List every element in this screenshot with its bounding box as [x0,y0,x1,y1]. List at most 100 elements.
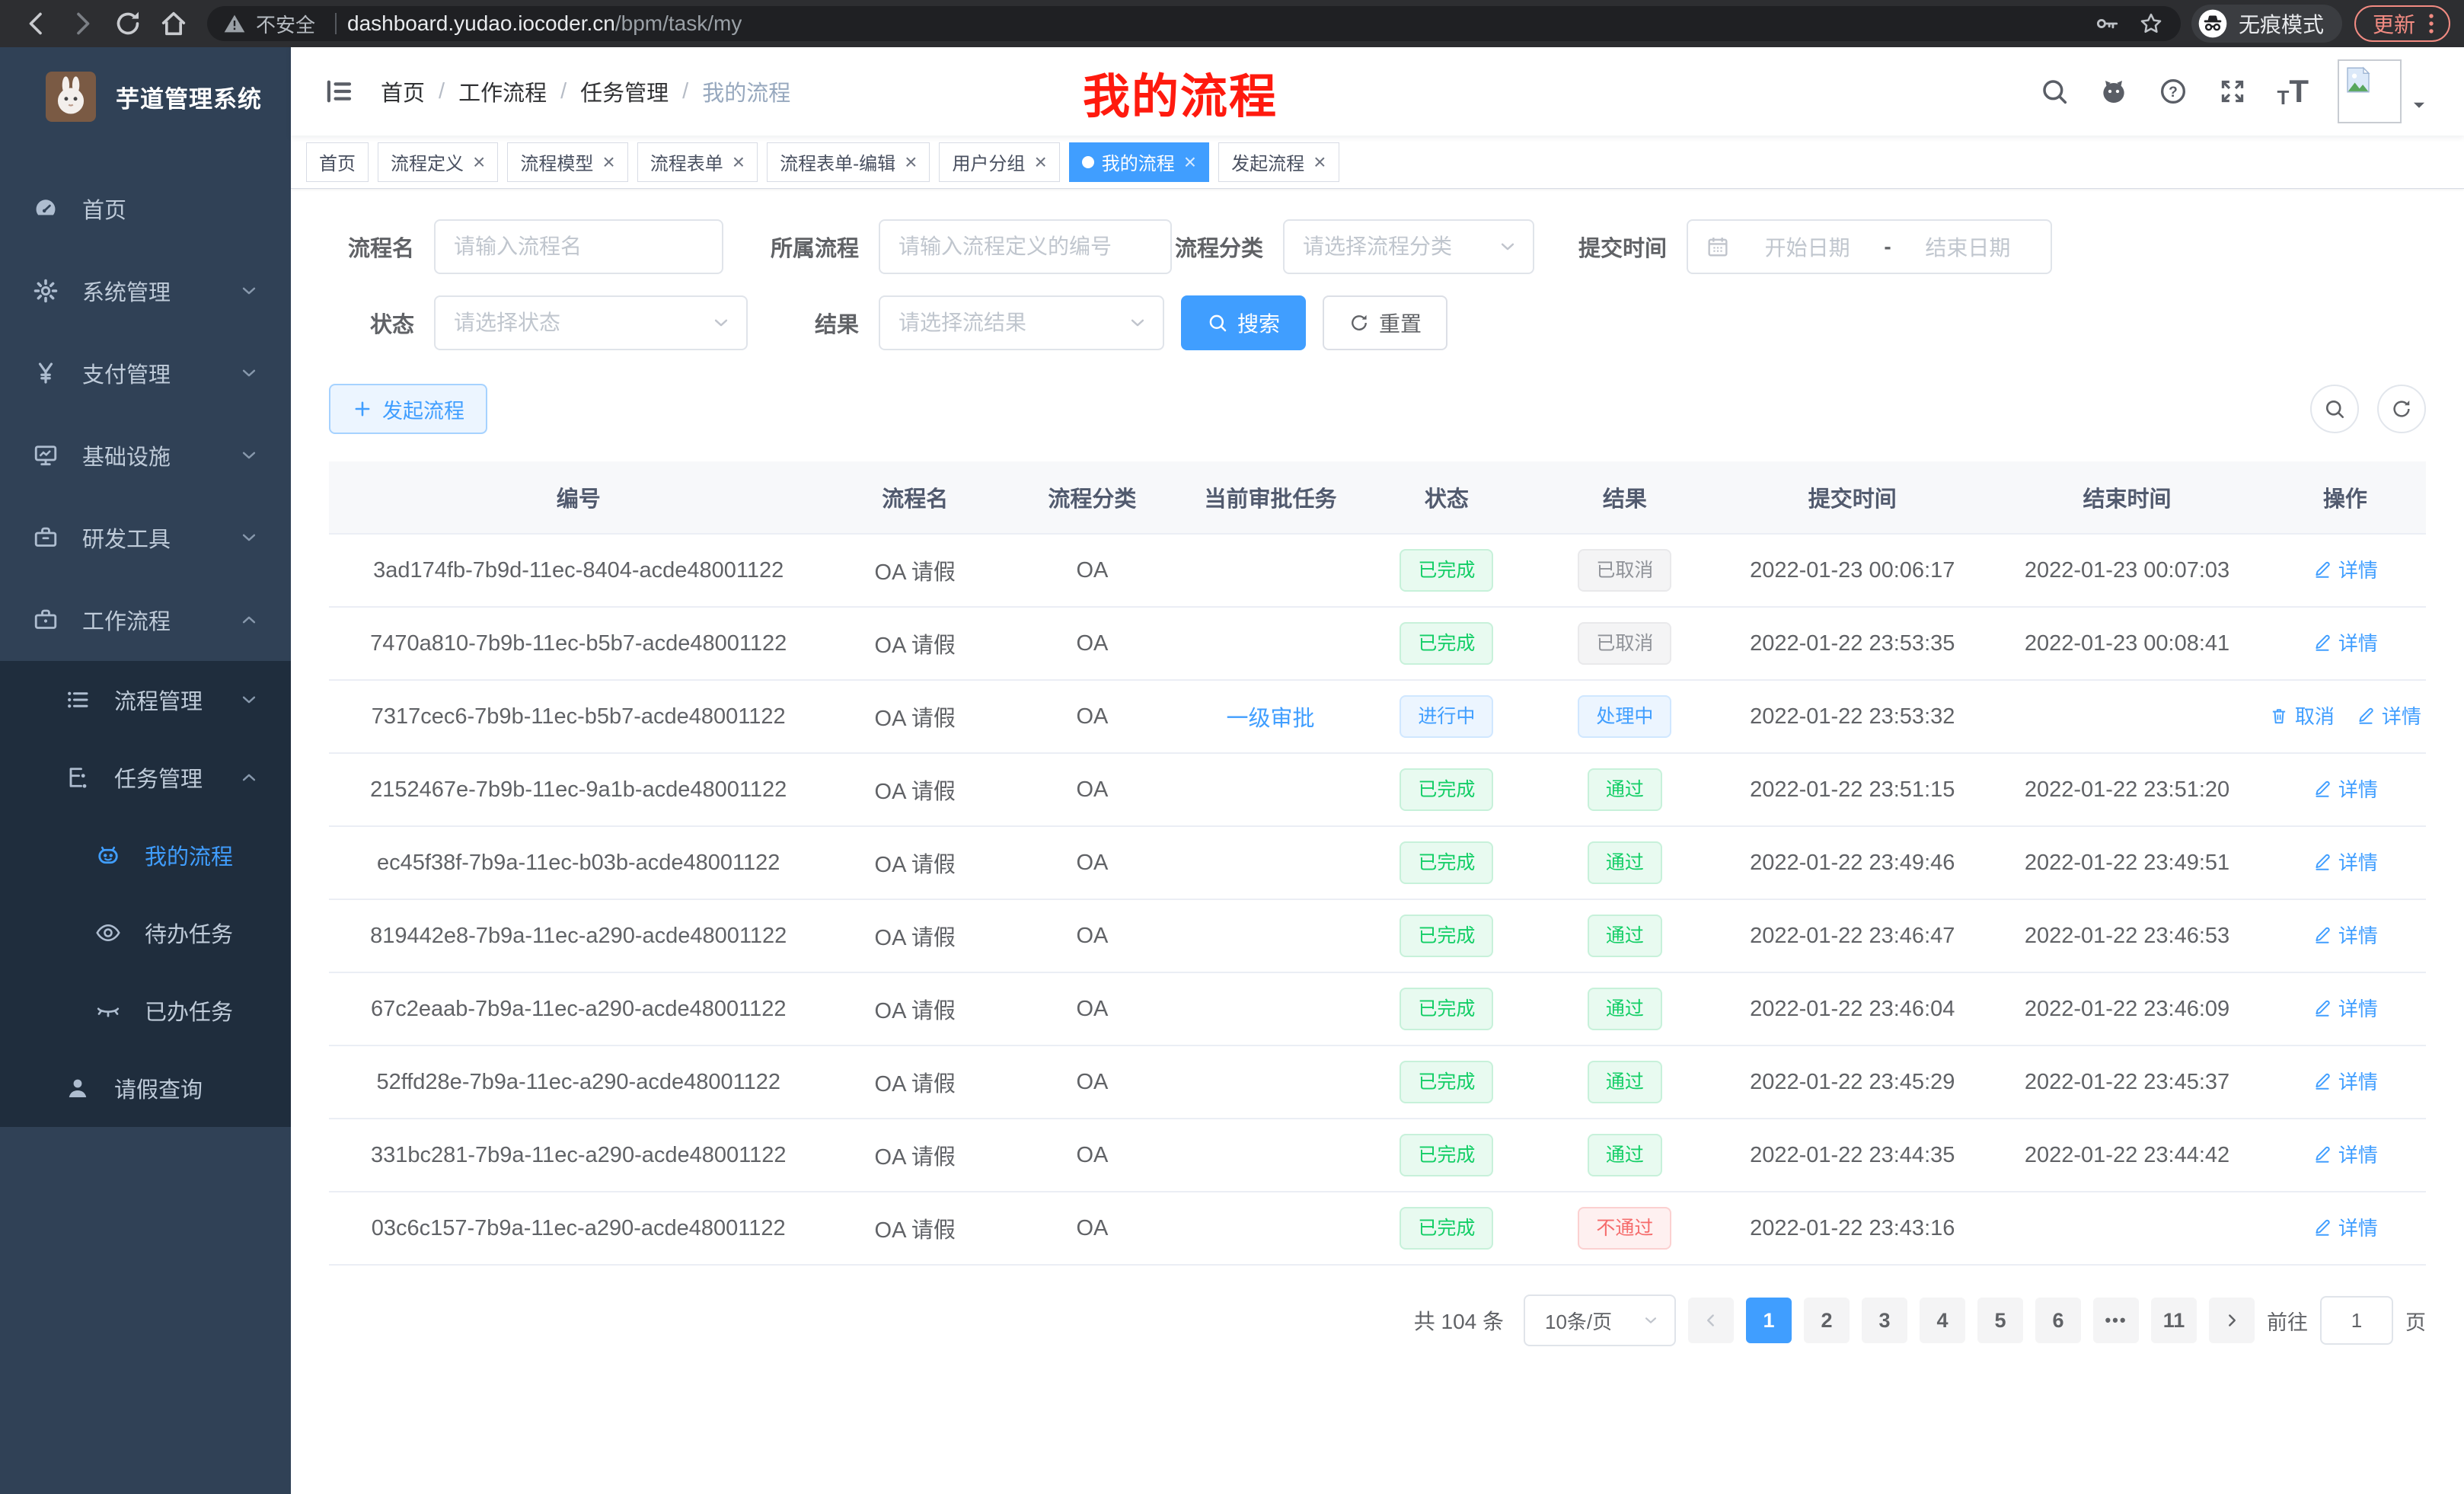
goto-label: 前往 [2267,1310,2308,1334]
menu-dots-icon[interactable] [2418,11,2444,37]
search-icon[interactable] [2039,76,2070,107]
page-button-3[interactable]: 3 [1862,1298,1907,1343]
result-cell: 不通过 [1535,1207,1716,1250]
show-search-button[interactable] [2310,385,2359,433]
tab-我的流程[interactable]: 我的流程 × [1068,142,1210,182]
caret-down-icon[interactable] [2409,95,2429,115]
tab-close-icon[interactable]: × [1313,149,1326,174]
detail-link[interactable]: 详情 [2312,848,2378,876]
detail-link[interactable]: 详情 [2312,1213,2378,1241]
result-select-field[interactable] [880,311,1126,335]
page-button-5[interactable]: 5 [1977,1298,2023,1343]
sidebar-item-我的流程[interactable]: 我的流程 [0,816,291,894]
process-def-input[interactable] [879,219,1172,274]
tab-用户分组[interactable]: 用户分组 × [939,142,1060,182]
sidebar-item-流程管理[interactable]: 流程管理 [0,661,291,739]
breadcrumb-item[interactable]: 任务管理 [580,81,669,106]
url-bar[interactable]: 不安全 dashboard.yudao.iocoder.cn/bpm/task/… [207,6,2181,41]
total-count: 共 104 条 [1413,1310,1504,1333]
detail-link[interactable]: 详情 [2312,1140,2378,1168]
create-process-button[interactable]: 发起流程 [329,384,487,434]
search-button[interactable]: 搜索 [1181,295,1307,350]
fullscreen-icon[interactable] [2217,76,2248,107]
back-icon[interactable] [21,8,52,39]
current-task-cell[interactable]: 一级审批 [1226,707,1315,731]
detail-link[interactable]: 详情 [2312,555,2378,583]
detail-link[interactable]: 详情 [2312,1067,2378,1095]
sidebar-item-系统管理[interactable]: 系统管理 [0,250,291,332]
process-name-input[interactable] [434,219,723,274]
status-select[interactable] [434,295,748,350]
process-name-cell: OA 请假 [874,853,956,877]
key-icon[interactable] [2094,11,2120,37]
detail-link[interactable]: 详情 [2312,774,2378,803]
more-pages-button[interactable]: ••• [2093,1298,2139,1343]
sidebar-item-首页[interactable]: 首页 [0,168,291,250]
tab-close-icon[interactable]: × [602,149,615,174]
submit-time-range-picker[interactable]: 开始日期 - 结束日期 [1687,219,2052,274]
github-icon[interactable] [2099,76,2129,107]
avatar[interactable] [2338,59,2402,123]
process-name-input-field[interactable] [436,235,722,259]
help-icon[interactable]: ? [2158,76,2188,107]
sidebar-item-待办任务[interactable]: 待办任务 [0,894,291,972]
detail-link[interactable]: 详情 [2312,994,2378,1022]
breadcrumb-item[interactable]: 首页 [381,81,426,106]
update-button[interactable]: 更新 [2354,5,2450,42]
sidebar-item-基础设施[interactable]: 基础设施 [0,414,291,496]
sidebar-item-支付管理[interactable]: 支付管理 [0,332,291,414]
sidebar-item-已办任务[interactable]: 已办任务 [0,972,291,1049]
next-page-button[interactable] [2209,1298,2255,1343]
sidebar-item-研发工具[interactable]: 研发工具 [0,496,291,579]
page-size-select[interactable]: 10条/页 [1524,1294,1676,1346]
tab-流程定义[interactable]: 流程定义 × [378,142,499,182]
category-select-field[interactable] [1285,235,1496,259]
status-select-field[interactable] [436,311,710,335]
result-badge: 通过 [1587,915,1662,957]
reload-icon[interactable] [113,8,143,39]
actions-cell: 详情 [2265,774,2426,805]
tab-close-icon[interactable]: × [1034,149,1047,174]
goto-page-input[interactable] [2320,1296,2393,1345]
category-cell: OA [1076,923,1109,948]
refresh-table-button[interactable] [2377,385,2426,433]
sidebar-item-任务管理[interactable]: 任务管理 [0,739,291,816]
cancel-link[interactable]: 取消 [2269,701,2335,729]
sidebar-item-工作流程[interactable]: 工作流程 [0,579,291,661]
tab-close-icon[interactable]: × [1183,149,1197,174]
detail-link[interactable]: 详情 [2312,921,2378,949]
edit-icon [2312,779,2332,799]
result-select[interactable] [879,295,1164,350]
category-select[interactable] [1283,219,1534,274]
page-button-6[interactable]: 6 [2035,1298,2081,1343]
hamburger-icon[interactable] [323,75,355,107]
tab-发起流程[interactable]: 发起流程 × [1218,142,1339,182]
star-icon[interactable] [2138,11,2164,37]
tab-label: 我的流程 [1101,154,1175,174]
reset-button[interactable]: 重置 [1323,295,1448,350]
tab-close-icon[interactable]: × [473,149,486,174]
tab-close-icon[interactable]: × [732,149,745,174]
page-button-1[interactable]: 1 [1746,1298,1792,1343]
prev-page-button[interactable] [1688,1298,1734,1343]
user-avatar[interactable] [2338,59,2429,123]
forward-icon[interactable] [67,8,97,39]
tab-首页[interactable]: 首页 [306,142,369,182]
tab-流程模型[interactable]: 流程模型 × [507,142,628,182]
tab-close-icon[interactable]: × [905,149,918,174]
tab-流程表单[interactable]: 流程表单 × [637,142,758,182]
page-button-11[interactable]: 11 [2151,1298,2197,1343]
process-def-input-field[interactable] [880,235,1170,259]
sidebar-item-请假查询[interactable]: 请假查询 [0,1049,291,1127]
tab-流程表单-编辑[interactable]: 流程表单-编辑 × [767,142,930,182]
page-button-2[interactable]: 2 [1804,1298,1850,1343]
chevron-down-icon [238,688,260,711]
home-icon[interactable] [158,8,189,39]
page-button-4[interactable]: 4 [1920,1298,1965,1343]
detail-link[interactable]: 详情 [2356,701,2421,729]
detail-link[interactable]: 详情 [2312,628,2378,656]
app-logo[interactable]: 芋道管理系统 [0,47,291,146]
breadcrumb-item[interactable]: 工作流程 [458,81,547,106]
infra-icon [32,442,59,469]
